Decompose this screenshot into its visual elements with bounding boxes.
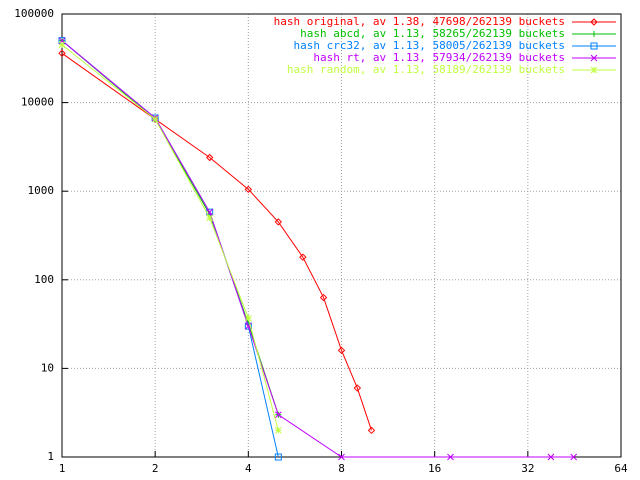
point-marker <box>447 453 454 461</box>
point-marker <box>590 42 598 50</box>
point-marker <box>590 18 598 26</box>
point-marker <box>337 346 346 355</box>
series-line <box>61 52 372 431</box>
point-marker <box>244 185 253 194</box>
point-marker <box>590 54 598 62</box>
point-marker <box>58 41 66 49</box>
point-marker <box>319 293 328 302</box>
point-marker <box>299 253 307 261</box>
point-marker <box>591 31 597 37</box>
x-tick-label: 8 <box>338 462 345 475</box>
point-marker <box>590 66 598 74</box>
point-marker <box>353 384 362 392</box>
x-tick-label: 1 <box>59 462 66 475</box>
legend-label: hash rt, av 1.13, 57934/262139 buckets <box>313 51 565 64</box>
y-tick-label: 100000 <box>14 7 54 20</box>
point-marker <box>570 453 578 461</box>
point-marker <box>244 314 252 322</box>
x-tick-label: 2 <box>152 462 159 475</box>
point-marker <box>274 218 283 226</box>
y-tick-label: 10000 <box>21 96 54 109</box>
point-marker <box>338 453 345 461</box>
point-marker <box>151 115 159 123</box>
legend-label: hash crc32, av 1.13, 58005/262139 bucket… <box>293 39 565 52</box>
y-tick-label: 1000 <box>28 184 55 197</box>
legend-label: hash original, av 1.38, 47698/262139 buc… <box>274 15 565 28</box>
point-marker <box>206 214 214 222</box>
x-tick-label: 64 <box>614 462 628 475</box>
x-tick-label: 16 <box>428 462 441 475</box>
point-marker <box>274 411 282 419</box>
point-marker <box>547 453 555 461</box>
x-tick-label: 32 <box>521 462 534 475</box>
point-marker <box>274 453 282 461</box>
point-marker <box>58 49 66 58</box>
y-tick-label: 10 <box>41 361 54 374</box>
y-tick-label: 1 <box>47 450 54 463</box>
legend-label: hash abcd, av 1.13, 58265/262139 buckets <box>300 27 565 40</box>
point-marker <box>367 426 376 435</box>
x-tick-label: 4 <box>245 462 252 475</box>
point-marker <box>274 426 282 434</box>
point-marker <box>205 153 214 162</box>
legend-label: hash random, av 1.13, 58189/262139 bucke… <box>287 63 565 76</box>
y-tick-label: 100 <box>34 273 54 286</box>
